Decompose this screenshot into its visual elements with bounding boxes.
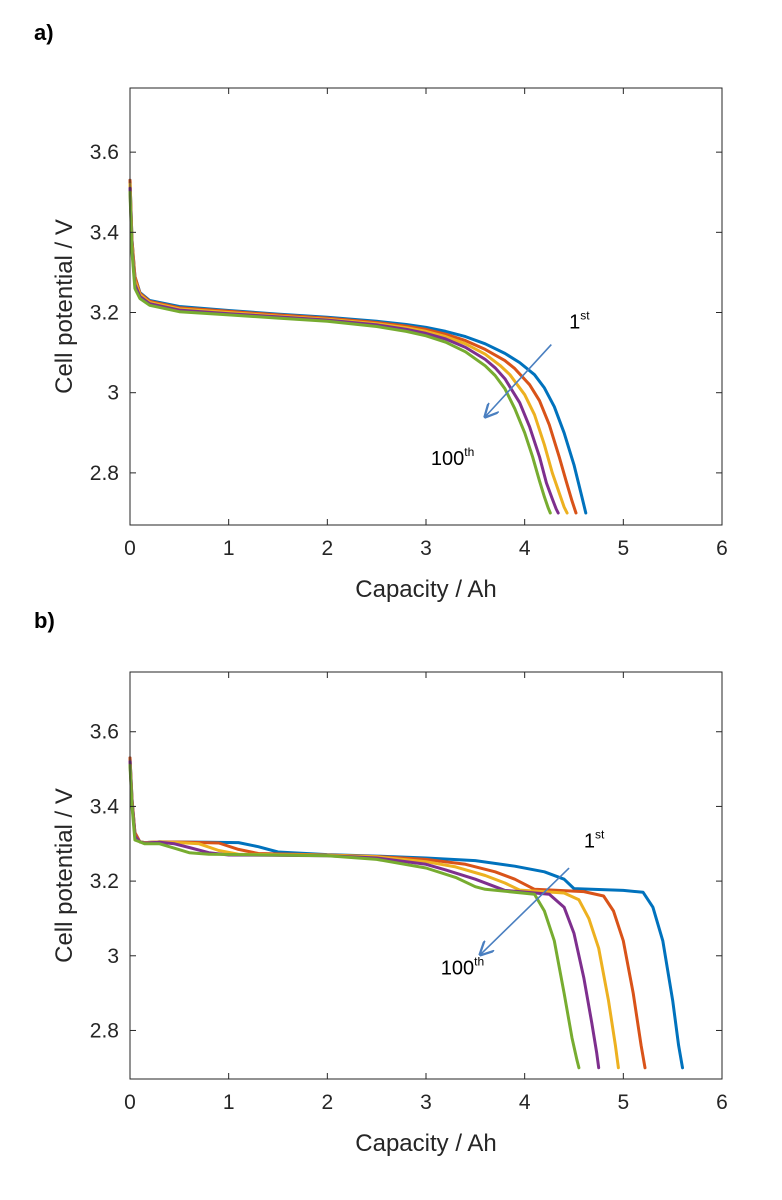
- x-axis-title: Capacity / Ah: [355, 576, 496, 603]
- plot-frame: [129, 87, 723, 526]
- y-tick-label: 3: [107, 382, 119, 405]
- x-tick-label: 4: [519, 1091, 531, 1114]
- x-tick-label: 1: [223, 1091, 235, 1114]
- cycle-direction-arrow: [480, 867, 570, 955]
- y-tick-label: 3.4: [90, 795, 120, 818]
- x-tick-label: 2: [321, 1091, 333, 1114]
- cycle-direction-arrow: [485, 344, 552, 417]
- y-axis-title: Cell potential / V: [51, 219, 78, 394]
- y-tick-label: 3.2: [90, 302, 119, 325]
- annotation-last-cycle: 100th: [441, 954, 484, 979]
- x-tick-label: 3: [420, 537, 432, 560]
- x-tick-label: 5: [617, 1091, 629, 1114]
- panel-label-b: b): [34, 608, 55, 633]
- series-line-2: [128, 178, 578, 515]
- x-tick-label: 6: [716, 537, 728, 560]
- y-axis-title: Cell potential / V: [51, 788, 78, 963]
- x-tick-label: 3: [420, 1091, 432, 1114]
- series-line-4: [128, 186, 560, 515]
- y-tick-label: 3.2: [90, 870, 119, 893]
- series-line-5: [128, 763, 581, 1070]
- series-line-4: [128, 760, 601, 1070]
- annotation-last-cycle: 100th: [431, 445, 474, 470]
- y-tick-label: 3.6: [90, 721, 119, 744]
- x-tick-label: 0: [124, 537, 136, 560]
- y-tick-label: 2.8: [90, 462, 119, 485]
- series-line-3: [128, 182, 569, 515]
- x-tick-label: 4: [519, 537, 531, 560]
- x-tick-label: 2: [321, 537, 333, 560]
- panel-label-a: a): [34, 20, 54, 45]
- y-tick-label: 3.6: [90, 141, 119, 164]
- y-tick-label: 3: [107, 945, 119, 968]
- chart-b: 0 1 2 3 4 5 6 2.8 3 3.2 3.4 3.6 Capacity / Ah Cell po…: [51, 671, 728, 1157]
- x-axis-title: Capacity / Ah: [355, 1130, 496, 1157]
- annotation-first-cycle: 1st: [584, 827, 605, 852]
- x-tick-label: 1: [223, 537, 235, 560]
- series-line-1: [128, 756, 684, 1070]
- chart-a: 0 1 2 3 4 5 6 2.8 3 3.2 3.4 3.6 Capacity / Ah Cell po…: [51, 87, 728, 603]
- y-tick-label: 2.8: [90, 1019, 119, 1042]
- annotation-first-cycle: 1st: [569, 309, 590, 334]
- plot-frame: [129, 671, 723, 1080]
- x-tick-label: 6: [716, 1091, 728, 1114]
- x-tick-label: 0: [124, 1091, 136, 1114]
- x-tick-label: 5: [617, 537, 629, 560]
- series-line-5: [128, 190, 552, 515]
- y-tick-label: 3.4: [90, 221, 120, 244]
- series-line-1: [128, 178, 588, 515]
